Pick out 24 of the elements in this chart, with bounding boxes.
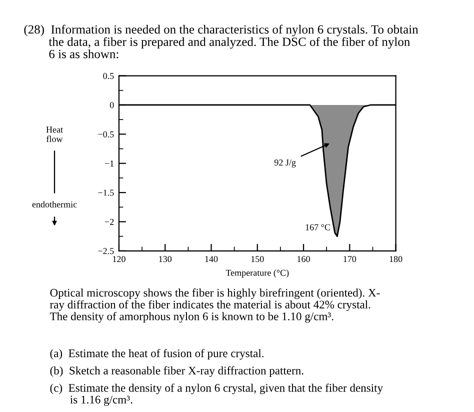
x-tick-label: 160 <box>298 256 310 262</box>
y-tick-label: −0.5 <box>98 131 114 138</box>
text: (c) Estimate the density of a nylon 6 crystal, given that the fiber density is 1.16 g/cm³. <box>50 384 383 406</box>
y-tick-label: 0 <box>110 102 114 108</box>
text: endothermic <box>32 201 77 208</box>
text: Optical microscopy shows the fiber is highly birefringent (oriented). X- ray diffraction of the fiber indicates the material is about 42% crystal. The density of amorphous nylon 6 is known to be 1.10 g/cm³. <box>50 288 380 323</box>
y-tick-label: 0.5 <box>103 72 114 80</box>
x-tick-label: 130 <box>159 256 172 262</box>
x-tick-label: 140 <box>205 256 218 262</box>
y-axis-title: Heat flow <box>46 126 63 142</box>
y-tick-label: −2.5 <box>98 248 114 254</box>
annotation: 92 J/g <box>274 160 296 168</box>
x-tick-label: 150 <box>251 256 264 262</box>
annotation: 167 °C <box>306 224 330 230</box>
x-tick-label: 180 <box>390 256 402 262</box>
y-tick-label: −1 <box>104 160 114 166</box>
x-axis-title: Temperature (°C) <box>226 270 289 278</box>
text: (b) Sketch a reasonable fiber X-ray diffraction pattern. <box>50 366 304 377</box>
x-tick-label: 120 <box>112 256 126 262</box>
y-tick-label: −1.5 <box>98 190 114 196</box>
y-tick-label: −2 <box>104 218 114 225</box>
chart-title: (28) Information is needed on the characteristics of nylon 6 crystals. To obtain the data, a fiber is prepared and analyzed. The DSC of the fiber of nylon 6 is as shown: <box>24 24 418 58</box>
text: (a) Estimate the heat of fusion of pure crystal. <box>50 348 264 360</box>
x-tick-label: 170 <box>344 256 356 262</box>
